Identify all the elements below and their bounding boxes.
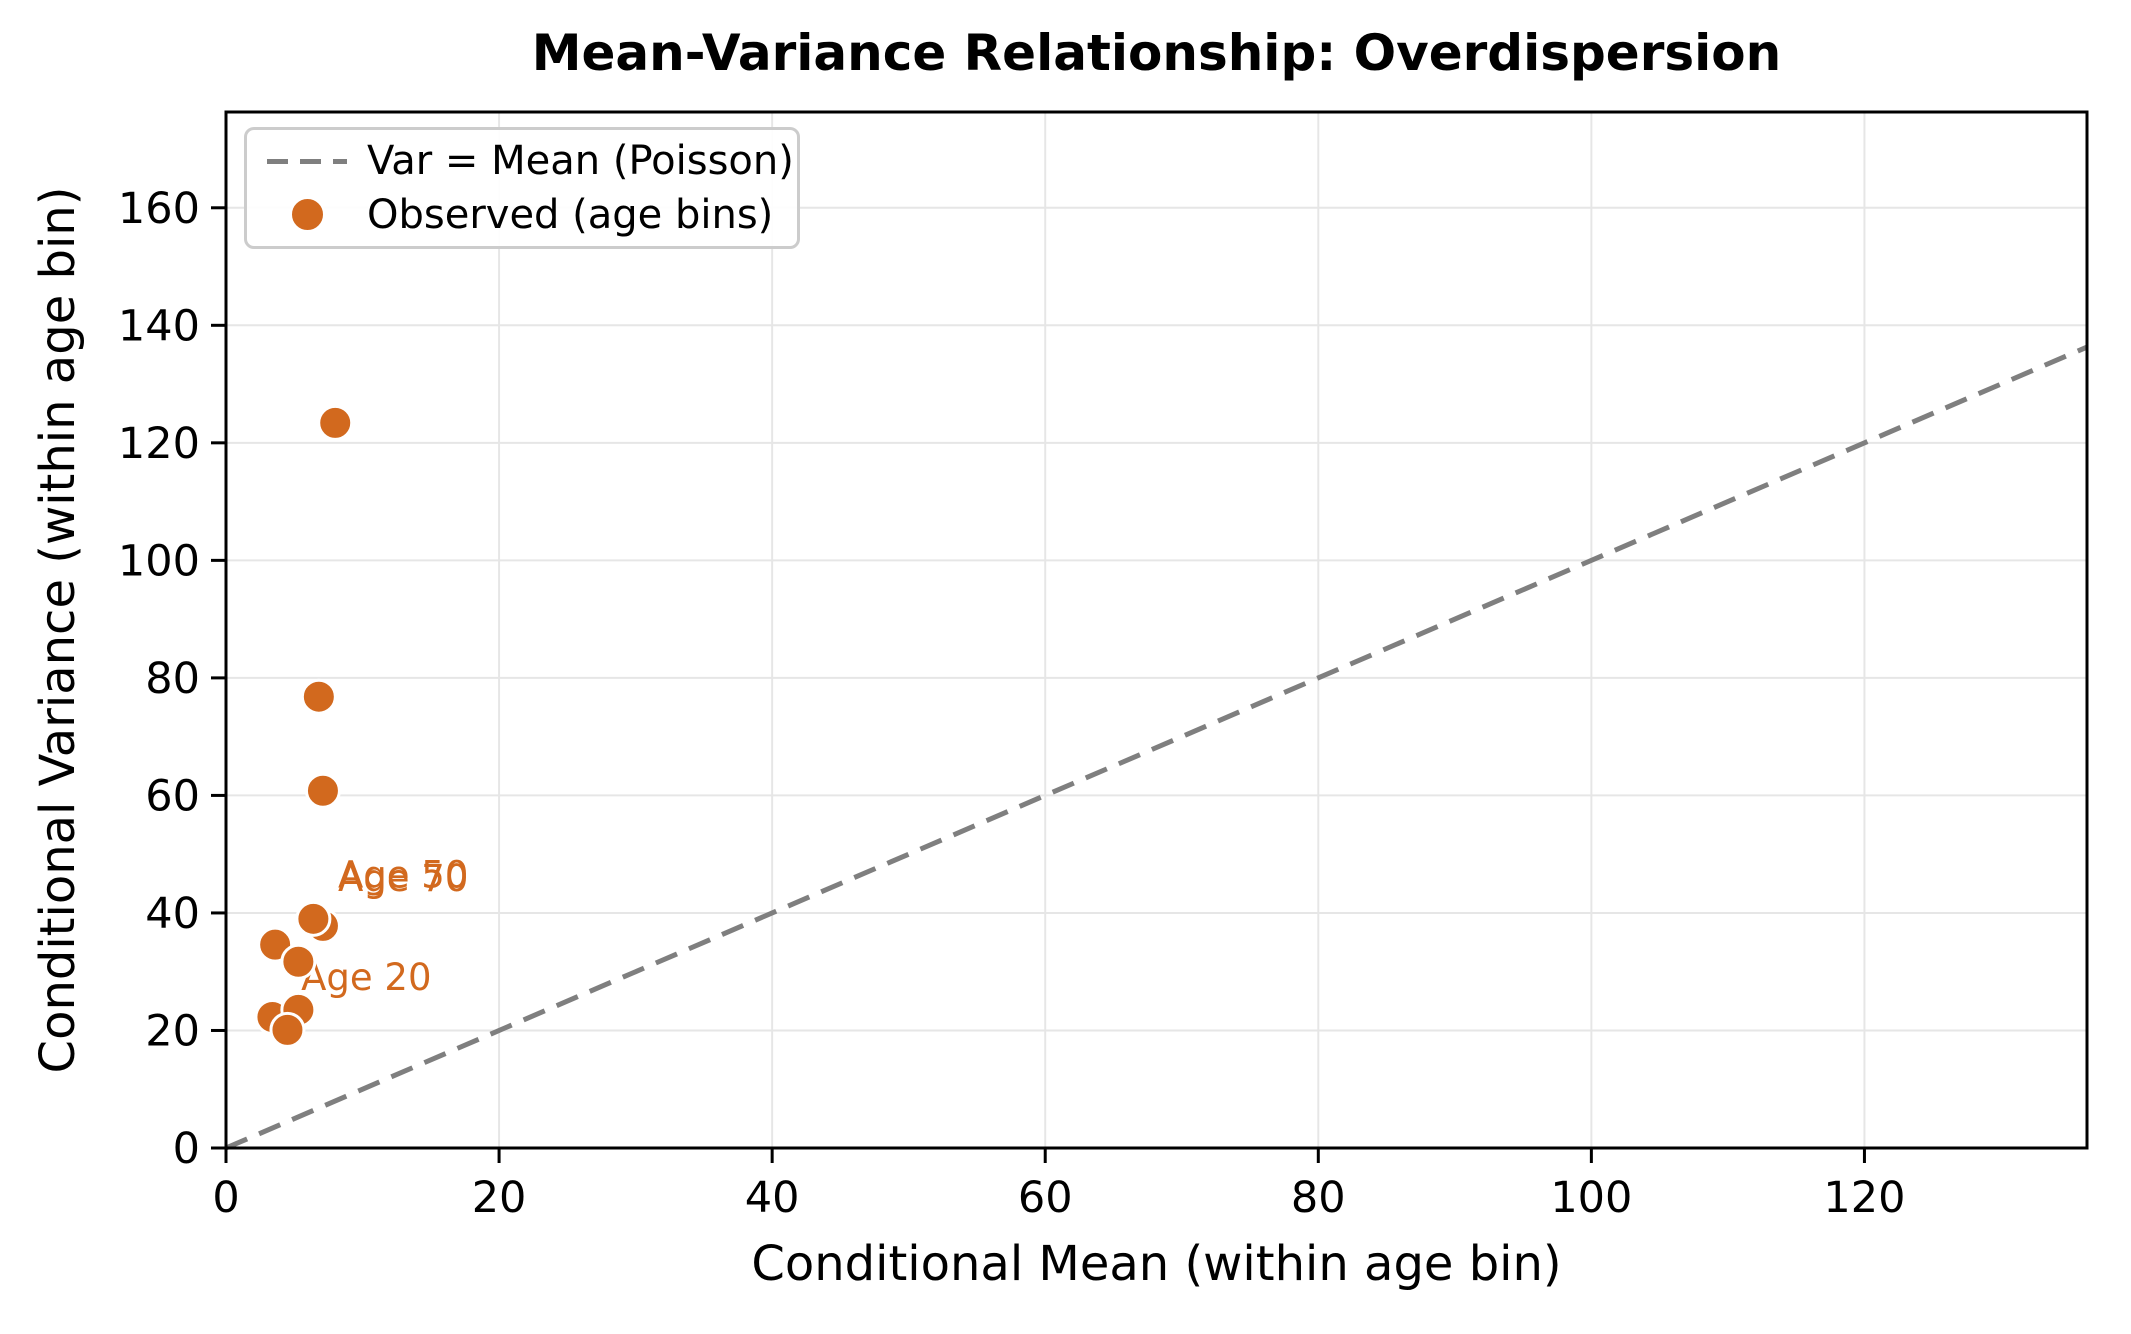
plot-border bbox=[224, 110, 2089, 1150]
legend-sample-dot bbox=[247, 197, 367, 233]
y-tick-label: 160 bbox=[118, 184, 200, 234]
poisson-reference-line bbox=[225, 344, 2088, 1151]
dot-icon bbox=[289, 197, 325, 233]
annotation-age-70: Age 70 bbox=[338, 857, 468, 900]
scatter-point bbox=[295, 900, 332, 937]
x-tick-label: 120 bbox=[1823, 1173, 1905, 1223]
x-tick-label: 40 bbox=[745, 1173, 800, 1223]
legend-entry-observed: Observed (age bins) bbox=[247, 189, 797, 241]
y-tick-label: 60 bbox=[145, 771, 200, 821]
y-tick-label: 0 bbox=[173, 1124, 200, 1174]
scatter-point bbox=[300, 678, 337, 715]
x-tick-label: 100 bbox=[1550, 1173, 1632, 1223]
annotation-age-20: Age 20 bbox=[301, 956, 431, 999]
legend-label: Observed (age bins) bbox=[367, 191, 774, 238]
x-tick-label: 20 bbox=[472, 1173, 527, 1223]
x-tick-label: 60 bbox=[1018, 1173, 1073, 1223]
y-tick-label: 120 bbox=[118, 419, 200, 469]
legend-sample-dashed-line bbox=[247, 158, 367, 164]
x-tick-label: 80 bbox=[1291, 1173, 1346, 1223]
legend: Var = Mean (Poisson) Observed (age bins) bbox=[244, 127, 800, 249]
legend-label: Var = Mean (Poisson) bbox=[367, 138, 794, 185]
dashed-line-icon bbox=[267, 158, 347, 164]
x-axis-label: Conditional Mean (within age bin) bbox=[751, 1236, 1562, 1292]
scatter-point bbox=[269, 1011, 306, 1048]
scatter-point bbox=[317, 404, 354, 441]
legend-entry-poisson: Var = Mean (Poisson) bbox=[247, 135, 797, 187]
scatter-point bbox=[280, 943, 317, 980]
y-tick-label: 40 bbox=[145, 889, 200, 939]
x-tick-label: 0 bbox=[212, 1173, 239, 1223]
y-tick-label: 20 bbox=[145, 1006, 200, 1056]
chart-title: Mean-Variance Relationship: Overdispersi… bbox=[531, 24, 1782, 82]
annotation-age-50: Age 50 bbox=[338, 854, 468, 897]
y-axis-label: Conditional Variance (within age bin) bbox=[30, 186, 86, 1074]
scatter-point bbox=[304, 772, 341, 809]
y-tick-label: 80 bbox=[145, 654, 200, 704]
y-tick-label: 100 bbox=[118, 536, 200, 586]
y-tick-label: 140 bbox=[118, 301, 200, 351]
